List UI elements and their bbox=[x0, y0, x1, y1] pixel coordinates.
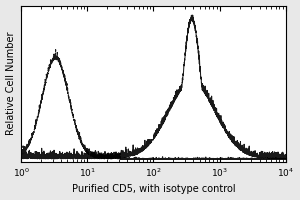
Y-axis label: Relative Cell Number: Relative Cell Number bbox=[6, 32, 16, 135]
X-axis label: Purified CD5, with isotype control: Purified CD5, with isotype control bbox=[72, 184, 235, 194]
